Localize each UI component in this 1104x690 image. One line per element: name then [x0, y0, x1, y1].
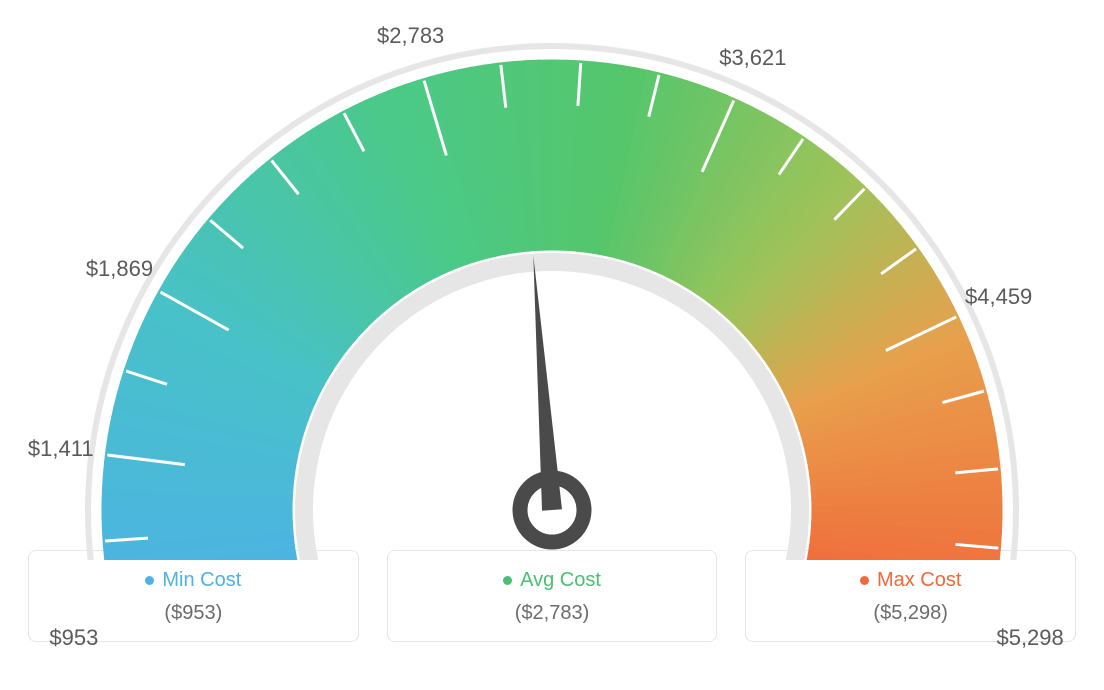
legend-title-row: Min Cost	[39, 569, 348, 592]
legend-title: Max Cost	[877, 569, 961, 592]
legend-dot-icon	[860, 576, 869, 585]
legend-value: ($5,298)	[756, 602, 1065, 625]
legend-value: ($953)	[39, 602, 348, 625]
scale-label: $5,298	[996, 625, 1063, 651]
legend-dot-icon	[503, 576, 512, 585]
legend-card: Avg Cost ($2,783)	[387, 550, 718, 642]
legend-title-row: Avg Cost	[398, 569, 707, 592]
scale-label: $2,783	[377, 23, 444, 49]
scale-label: $953	[49, 625, 98, 651]
cost-gauge-chart: $953 $1,411 $1,869 $2,783 $3,621 $4,459 $5,298…	[0, 0, 1104, 690]
legend-title: Min Cost	[162, 569, 241, 592]
legend-title: Avg Cost	[520, 569, 601, 592]
legend-title-row: Max Cost	[756, 569, 1065, 592]
scale-label: $3,621	[719, 45, 786, 71]
scale-label: $4,459	[965, 284, 1032, 310]
legend-row: Min Cost ($953) Avg Cost ($2,783) Max Cost ($…	[0, 550, 1104, 642]
gauge-area: $953$1,411$1,869$2,783$3,621$4,459$5,298	[0, 0, 1104, 540]
legend-dot-icon	[145, 576, 154, 585]
gauge-svg	[0, 0, 1104, 560]
scale-label: $1,869	[86, 256, 153, 282]
legend-value: ($2,783)	[398, 602, 707, 625]
scale-label: $1,411	[28, 436, 94, 462]
